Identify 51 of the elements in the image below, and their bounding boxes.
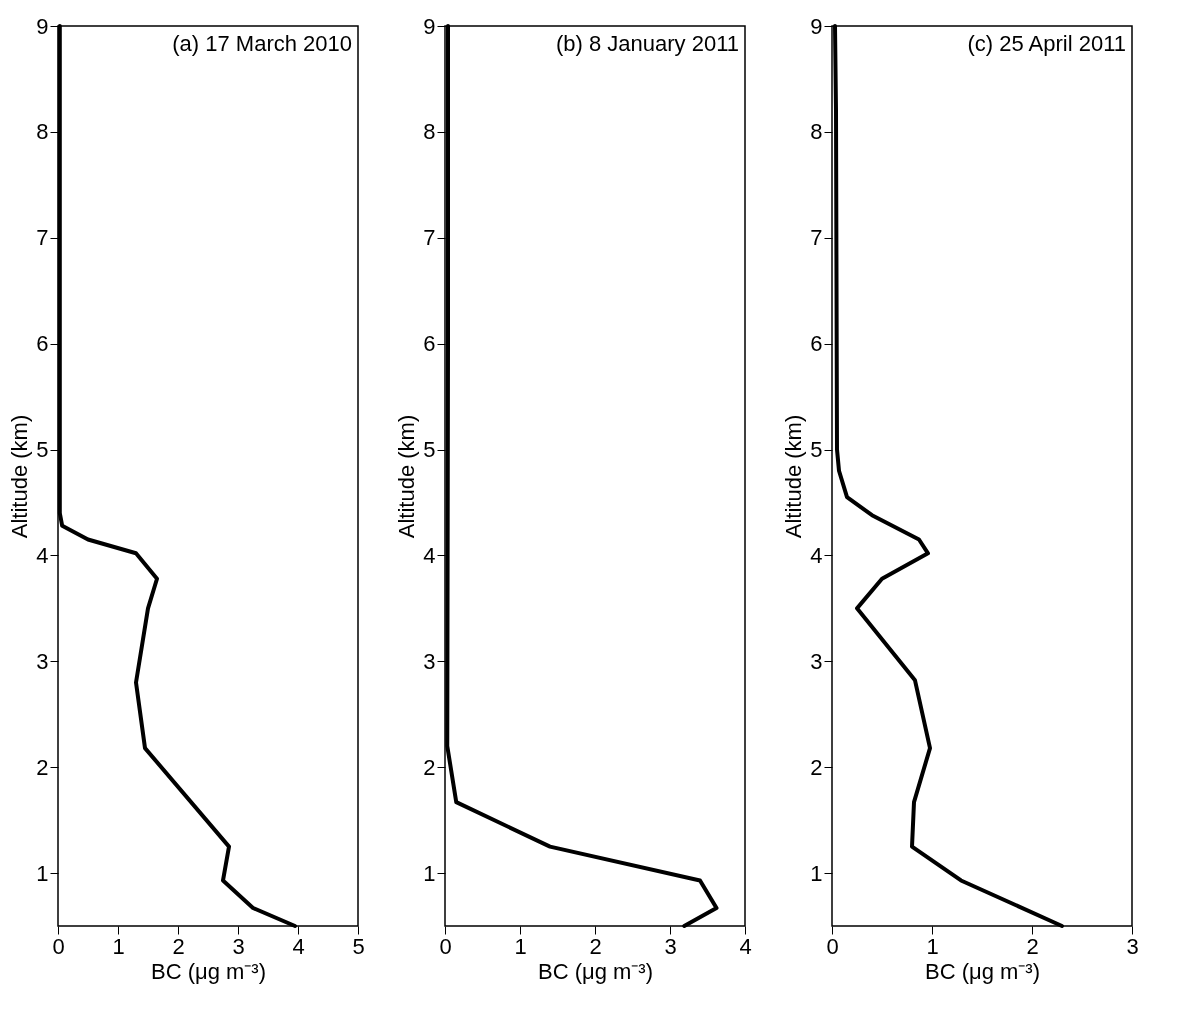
y-tick-label: 6 [810, 331, 823, 357]
y-tick-label: 7 [36, 225, 49, 251]
y-tick-label: 4 [423, 542, 436, 568]
x-axis-title: BC (μg m⁻³) [537, 958, 654, 984]
chart-title: (b) 8 January 2011 [555, 31, 739, 56]
y-tick-label: 2 [810, 754, 823, 780]
x-tick-label: 2 [589, 933, 602, 959]
x-tick-label: 3 [664, 933, 677, 959]
x-axis-title: BC (μg m⁻³) [150, 958, 267, 984]
x-tick-label: 1 [926, 933, 939, 959]
y-tick-label: 3 [36, 648, 49, 674]
y-axis-title: Altitude (km) [781, 414, 807, 539]
x-tick-label: 0 [52, 933, 65, 959]
y-tick-label: 6 [423, 331, 436, 357]
x-tick-label: 5 [352, 933, 365, 959]
x-tick-label: 2 [1026, 933, 1039, 959]
y-tick-label: 8 [36, 119, 49, 145]
y-tick-label: 3 [810, 648, 823, 674]
y-tick-label: 6 [36, 331, 49, 357]
y-tick-label: 3 [423, 648, 436, 674]
chart-title: (c) 25 April 2011 [967, 31, 1126, 56]
y-tick-label: 8 [423, 119, 436, 145]
x-tick-label: 1 [514, 933, 527, 959]
y-tick-label: 9 [810, 13, 823, 39]
y-tick-label: 1 [36, 860, 49, 886]
y-tick-label: 2 [36, 754, 49, 780]
y-tick-label: 2 [423, 754, 436, 780]
y-tick-label: 5 [423, 437, 436, 463]
y-tick-label: 5 [810, 437, 823, 463]
y-tick-label: 4 [36, 542, 49, 568]
y-tick-label: 8 [810, 119, 823, 145]
y-tick-label: 1 [423, 860, 436, 886]
x-tick-label: 2 [172, 933, 185, 959]
y-axis-title: Altitude (km) [394, 414, 420, 539]
x-tick-label: 0 [826, 933, 839, 959]
x-tick-label: 3 [232, 933, 245, 959]
y-tick-label: 7 [810, 225, 823, 251]
y-tick-label: 4 [810, 542, 823, 568]
x-tick-label: 0 [439, 933, 452, 959]
x-tick-label: 1 [112, 933, 125, 959]
chart-title: (a) 17 March 2010 [172, 31, 352, 56]
y-tick-label: 7 [423, 225, 436, 251]
y-tick-label: 5 [36, 437, 49, 463]
x-tick-label: 4 [739, 933, 752, 959]
y-tick-label: 9 [423, 13, 436, 39]
x-tick-label: 4 [292, 933, 305, 959]
y-tick-label: 1 [810, 860, 823, 886]
y-tick-label: 9 [36, 13, 49, 39]
x-tick-label: 3 [1126, 933, 1139, 959]
y-axis-title: Altitude (km) [7, 414, 33, 539]
x-axis-title: BC (μg m⁻³) [924, 958, 1041, 984]
